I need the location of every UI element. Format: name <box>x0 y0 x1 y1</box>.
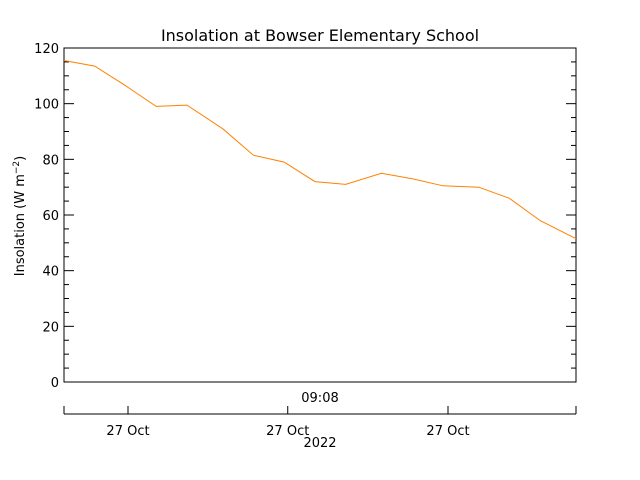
plot-frame <box>63 47 577 383</box>
x-date-tick-label: 27 Oct <box>106 424 149 439</box>
x-year-label: 2022 <box>303 436 336 451</box>
x-time-label: 09:08 <box>301 391 338 406</box>
series-layer <box>63 60 577 240</box>
svg-text:Insolation (W m−2): Insolation (W m−2) <box>12 156 28 277</box>
y-tick-label: 120 <box>34 42 59 57</box>
y-tick-label: 100 <box>34 98 59 113</box>
y-axis-label-close: ) <box>13 156 28 161</box>
y-tick-label: 0 <box>51 376 59 391</box>
y-axis-label-main: Insolation (W m <box>13 174 28 276</box>
y-axis-label: Insolation (W m−2) <box>12 156 28 277</box>
x-date-tick-label: 27 Oct <box>426 424 469 439</box>
y-axis: 0 20 40 60 80 100 120 <box>34 42 576 391</box>
x-axis: 27 Oct 27 Oct 27 Oct <box>63 406 577 439</box>
insolation-line <box>63 60 577 240</box>
y-tick-label: 60 <box>42 209 59 224</box>
y-tick-label: 20 <box>42 320 59 335</box>
y-tick-label: 40 <box>42 265 59 280</box>
y-tick-label: 80 <box>42 153 59 168</box>
x-date-tick-label: 27 Oct <box>266 424 309 439</box>
y-axis-label-exponent: −2 <box>12 161 22 174</box>
chart-title: Insolation at Bowser Elementary School <box>161 26 479 45</box>
